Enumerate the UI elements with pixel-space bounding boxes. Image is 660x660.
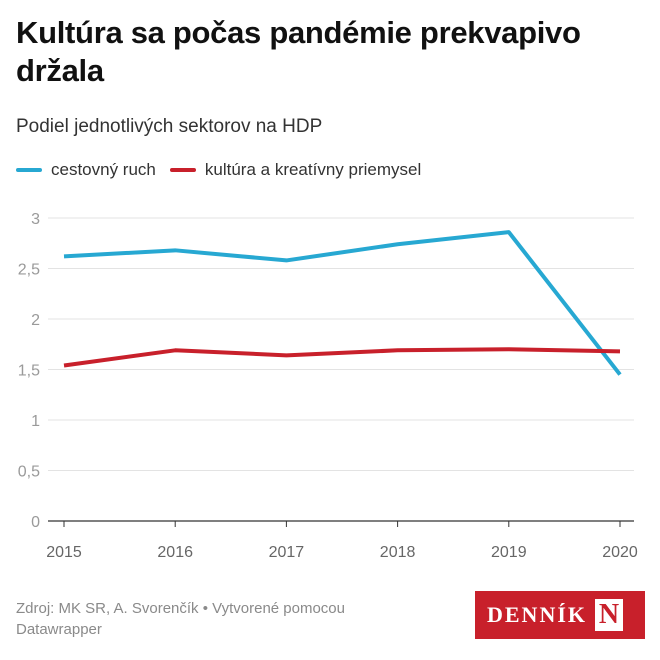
legend-item-tourism: cestovný ruch — [16, 160, 156, 180]
denník-n-logo: DENNÍK N — [475, 591, 645, 639]
y-tick-label: 2 — [31, 312, 40, 329]
x-tick-label: 2016 — [157, 544, 193, 561]
series-line-tourism — [63, 230, 622, 376]
logo-n-letter: N — [598, 599, 620, 630]
legend-swatch-culture — [169, 168, 196, 172]
chart-title: Kultúra sa počas pandémie prekvapivo drž… — [16, 15, 581, 88]
x-tick-label: 2018 — [380, 544, 416, 561]
chart-legend: cestovný ruch kultúra a kreatívny priemy… — [16, 160, 435, 180]
y-tick-label: 0,5 — [18, 464, 40, 481]
legend-item-culture: kultúra a kreatívny priemysel — [169, 160, 422, 180]
x-tick-label: 2017 — [269, 544, 305, 561]
logo-n-mark: N — [595, 599, 624, 631]
source-note: Zdroj: MK SR, A. Svorenčík • Vytvorené p… — [16, 600, 345, 638]
y-tick-label: 2,5 — [18, 262, 40, 279]
x-tick-label: 2015 — [46, 544, 82, 561]
y-tick-label: 0 — [31, 514, 40, 531]
logo-wordmark: DENNÍK — [487, 602, 588, 627]
x-tick-label: 2020 — [602, 544, 638, 561]
legend-label-culture: kultúra a kreatívny priemysel — [204, 160, 422, 179]
chart-subtitle: Podiel jednotlivých sektorov na HDP — [16, 116, 323, 137]
y-tick-label: 1 — [31, 413, 40, 430]
legend-label-tourism: cestovný ruch — [51, 160, 156, 179]
x-tick-label: 2019 — [491, 544, 527, 561]
y-tick-label: 1,5 — [18, 363, 40, 380]
y-tick-label: 3 — [31, 211, 40, 228]
series-line-culture — [63, 347, 621, 368]
line-chart: 0 0,5 1 1,5 2 2,5 3 2015 2016 2017 2018 2019 2020 — [18, 211, 638, 561]
legend-swatch-tourism — [16, 168, 42, 172]
